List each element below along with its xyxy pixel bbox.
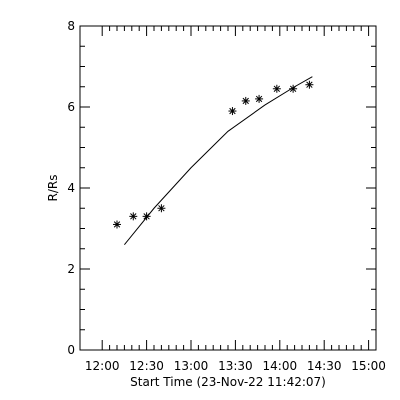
- data-point-asterisk: [272, 84, 281, 93]
- y-tick-label: 2: [67, 262, 75, 276]
- data-point-asterisk: [157, 204, 166, 213]
- x-tick-label: 13:00: [174, 359, 209, 373]
- x-tick-label: 14:30: [307, 359, 342, 373]
- data-point-asterisk: [241, 96, 250, 105]
- x-axis-ticks-bottom: [101, 340, 370, 350]
- data-point-asterisk: [142, 212, 151, 221]
- x-tick-label: 15:00: [351, 359, 386, 373]
- data-points: [113, 80, 314, 229]
- x-tick-label: 13:30: [218, 359, 253, 373]
- y-axis-label: R/Rs: [46, 175, 60, 202]
- y-tick-label: 4: [67, 181, 75, 195]
- y-tick-label: 6: [67, 100, 75, 114]
- y-axis-ticks-left: [80, 25, 90, 351]
- data-point-asterisk: [255, 94, 264, 103]
- fit-curve: [124, 76, 313, 246]
- x-axis-tick-labels: 12:00 12:30 13:00 13:30 14:00 14:30 15:00: [85, 359, 386, 373]
- x-axis-label: Start Time (23-Nov-22 11:42:07): [130, 375, 326, 389]
- y-axis-tick-labels: 0 2 4 6 8: [67, 19, 75, 357]
- data-point-asterisk: [228, 107, 237, 116]
- y-axis-ticks-right: [366, 25, 376, 351]
- data-point-asterisk: [113, 220, 121, 229]
- data-point-asterisk: [129, 212, 138, 221]
- x-axis-ticks-top: [101, 26, 370, 36]
- x-tick-label: 14:00: [263, 359, 298, 373]
- plot-frame: [79, 25, 377, 351]
- data-point-asterisk: [305, 80, 314, 89]
- x-tick-label: 12:30: [129, 359, 164, 373]
- y-tick-label: 0: [67, 343, 75, 357]
- y-tick-label: 8: [67, 19, 75, 33]
- x-tick-label: 12:00: [85, 359, 120, 373]
- data-point-asterisk: [289, 84, 298, 93]
